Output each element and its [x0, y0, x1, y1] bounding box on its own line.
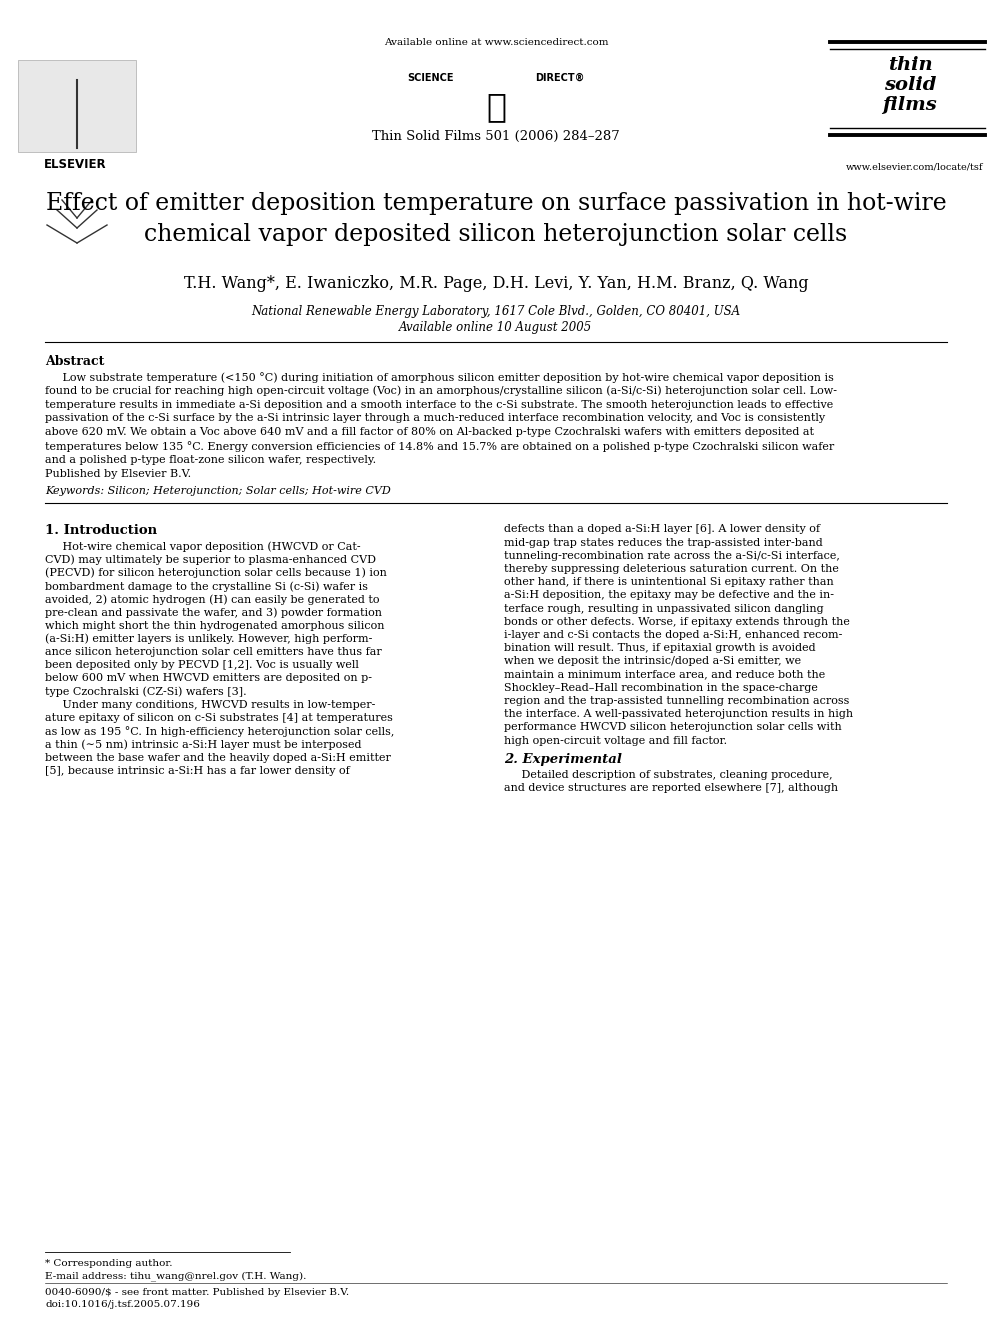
Text: which might short the thin hydrogenated amorphous silicon: which might short the thin hydrogenated …	[45, 620, 385, 631]
Text: a thin (∼5 nm) intrinsic a-Si:H layer must be interposed: a thin (∼5 nm) intrinsic a-Si:H layer mu…	[45, 740, 361, 750]
Text: Available online 10 August 2005: Available online 10 August 2005	[400, 321, 592, 333]
Text: Low substrate temperature (<150 °C) during initiation of amorphous silicon emitt: Low substrate temperature (<150 °C) duri…	[45, 372, 834, 382]
Text: Available online at www.sciencedirect.com: Available online at www.sciencedirect.co…	[384, 38, 608, 48]
Text: pre-clean and passivate the wafer, and 3) powder formation: pre-clean and passivate the wafer, and 3…	[45, 607, 382, 618]
Text: (PECVD) for silicon heterojunction solar cells because 1) ion: (PECVD) for silicon heterojunction solar…	[45, 568, 387, 578]
Text: a-Si:H deposition, the epitaxy may be defective and the in-: a-Si:H deposition, the epitaxy may be de…	[504, 590, 834, 601]
Text: * Corresponding author.: * Corresponding author.	[45, 1259, 173, 1267]
Text: ature epitaxy of silicon on c-Si substrates [4] at temperatures: ature epitaxy of silicon on c-Si substra…	[45, 713, 393, 722]
Text: www.elsevier.com/locate/tsf: www.elsevier.com/locate/tsf	[846, 163, 984, 172]
Text: temperatures below 135 °C. Energy conversion efficiencies of 14.8% and 15.7% are: temperatures below 135 °C. Energy conver…	[45, 441, 834, 452]
Text: E-mail address: tihu_wang@nrel.gov (T.H. Wang).: E-mail address: tihu_wang@nrel.gov (T.H.…	[45, 1271, 307, 1281]
Text: bination will result. Thus, if epitaxial growth is avoided: bination will result. Thus, if epitaxial…	[504, 643, 815, 654]
Text: 2. Experimental: 2. Experimental	[504, 753, 622, 766]
Text: tunneling-recombination rate across the a-Si/c-Si interface,: tunneling-recombination rate across the …	[504, 550, 840, 561]
Text: other hand, if there is unintentional Si epitaxy rather than: other hand, if there is unintentional Si…	[504, 577, 833, 587]
Text: maintain a minimum interface area, and reduce both the: maintain a minimum interface area, and r…	[504, 669, 825, 680]
FancyBboxPatch shape	[18, 60, 136, 152]
Text: as low as 195 °C. In high-efficiency heterojunction solar cells,: as low as 195 °C. In high-efficiency het…	[45, 726, 395, 737]
Text: mid-gap trap states reduces the trap-assisted inter-band: mid-gap trap states reduces the trap-ass…	[504, 537, 822, 548]
Text: ⓐ: ⓐ	[486, 90, 506, 123]
Text: defects than a doped a-Si:H layer [6]. A lower density of: defects than a doped a-Si:H layer [6]. A…	[504, 524, 820, 534]
Text: SCIENCE: SCIENCE	[407, 73, 453, 83]
Text: been deposited only by PECVD [1,2]. Voc is usually well: been deposited only by PECVD [1,2]. Voc …	[45, 660, 359, 671]
Text: (a-Si:H) emitter layers is unlikely. However, high perform-: (a-Si:H) emitter layers is unlikely. How…	[45, 634, 372, 644]
Text: Thin Solid Films 501 (2006) 284–287: Thin Solid Films 501 (2006) 284–287	[372, 130, 620, 143]
Text: Hot-wire chemical vapor deposition (HWCVD or Cat-: Hot-wire chemical vapor deposition (HWCV…	[45, 541, 361, 552]
Text: the interface. A well-passivated heterojunction results in high: the interface. A well-passivated heteroj…	[504, 709, 853, 720]
Text: Abstract: Abstract	[45, 355, 104, 368]
Text: doi:10.1016/j.tsf.2005.07.196: doi:10.1016/j.tsf.2005.07.196	[45, 1301, 199, 1308]
Text: bonds or other defects. Worse, if epitaxy extends through the: bonds or other defects. Worse, if epitax…	[504, 617, 850, 627]
Text: T.H. Wang*, E. Iwaniczko, M.R. Page, D.H. Levi, Y. Yan, H.M. Branz, Q. Wang: T.H. Wang*, E. Iwaniczko, M.R. Page, D.H…	[184, 275, 808, 292]
Text: thereby suppressing deleterious saturation current. On the: thereby suppressing deleterious saturati…	[504, 564, 839, 574]
Text: performance HWCVD silicon heterojunction solar cells with: performance HWCVD silicon heterojunction…	[504, 722, 842, 733]
Text: terface rough, resulting in unpassivated silicon dangling: terface rough, resulting in unpassivated…	[504, 603, 823, 614]
Text: temperature results in immediate a-Si deposition and a smooth interface to the c: temperature results in immediate a-Si de…	[45, 400, 833, 410]
Text: high open-circuit voltage and fill factor.: high open-circuit voltage and fill facto…	[504, 736, 727, 746]
Text: between the base wafer and the heavily doped a-Si:H emitter: between the base wafer and the heavily d…	[45, 753, 391, 762]
Text: [5], because intrinsic a-Si:H has a far lower density of: [5], because intrinsic a-Si:H has a far …	[45, 766, 350, 775]
Text: below 600 mV when HWCVD emitters are deposited on p-: below 600 mV when HWCVD emitters are dep…	[45, 673, 372, 684]
Text: 1. Introduction: 1. Introduction	[45, 524, 157, 537]
Text: Published by Elsevier B.V.: Published by Elsevier B.V.	[45, 468, 191, 479]
Text: type Czochralski (CZ-Si) wafers [3].: type Czochralski (CZ-Si) wafers [3].	[45, 687, 247, 697]
Text: solid: solid	[884, 75, 936, 94]
Text: i-layer and c-Si contacts the doped a-Si:H, enhanced recom-: i-layer and c-Si contacts the doped a-Si…	[504, 630, 842, 640]
Text: Effect of emitter deposition temperature on surface passivation in hot-wire
chem: Effect of emitter deposition temperature…	[46, 192, 946, 246]
Text: above 620 mV. We obtain a Voc above 640 mV and a fill factor of 80% on Al-backed: above 620 mV. We obtain a Voc above 640 …	[45, 427, 814, 437]
Text: Shockley–Read–Hall recombination in the space-charge: Shockley–Read–Hall recombination in the …	[504, 683, 817, 693]
Text: thin: thin	[888, 56, 932, 74]
Text: films: films	[883, 97, 937, 114]
Text: CVD) may ultimately be superior to plasma-enhanced CVD: CVD) may ultimately be superior to plasm…	[45, 554, 376, 565]
Text: and device structures are reported elsewhere [7], although: and device structures are reported elsew…	[504, 783, 838, 792]
Text: region and the trap-assisted tunnelling recombination across: region and the trap-assisted tunnelling …	[504, 696, 849, 706]
Text: Keywords: Silicon; Heterojunction; Solar cells; Hot-wire CVD: Keywords: Silicon; Heterojunction; Solar…	[45, 487, 391, 496]
Text: 0040-6090/$ - see front matter. Published by Elsevier B.V.: 0040-6090/$ - see front matter. Publishe…	[45, 1289, 349, 1297]
Text: Detailed description of substrates, cleaning procedure,: Detailed description of substrates, clea…	[504, 770, 832, 779]
Text: when we deposit the intrinsic/doped a-Si emitter, we: when we deposit the intrinsic/doped a-Si…	[504, 656, 802, 667]
Text: ELSEVIER: ELSEVIER	[44, 157, 106, 171]
Text: National Renewable Energy Laboratory, 1617 Cole Blvd., Golden, CO 80401, USA: National Renewable Energy Laboratory, 16…	[251, 306, 741, 318]
Text: passivation of the c-Si surface by the a-Si intrinsic layer through a much-reduc: passivation of the c-Si surface by the a…	[45, 413, 825, 423]
Text: bombardment damage to the crystalline Si (c-Si) wafer is: bombardment damage to the crystalline Si…	[45, 581, 368, 591]
Text: ance silicon heterojunction solar cell emitters have thus far: ance silicon heterojunction solar cell e…	[45, 647, 382, 658]
Text: and a polished p-type float-zone silicon wafer, respectively.: and a polished p-type float-zone silicon…	[45, 455, 376, 464]
Text: DIRECT®: DIRECT®	[536, 73, 584, 83]
Text: avoided, 2) atomic hydrogen (H) can easily be generated to: avoided, 2) atomic hydrogen (H) can easi…	[45, 594, 380, 605]
Text: Under many conditions, HWCVD results in low-temper-: Under many conditions, HWCVD results in …	[45, 700, 375, 710]
Text: found to be crucial for reaching high open-circuit voltage (Voc) in an amorphous: found to be crucial for reaching high op…	[45, 386, 837, 397]
